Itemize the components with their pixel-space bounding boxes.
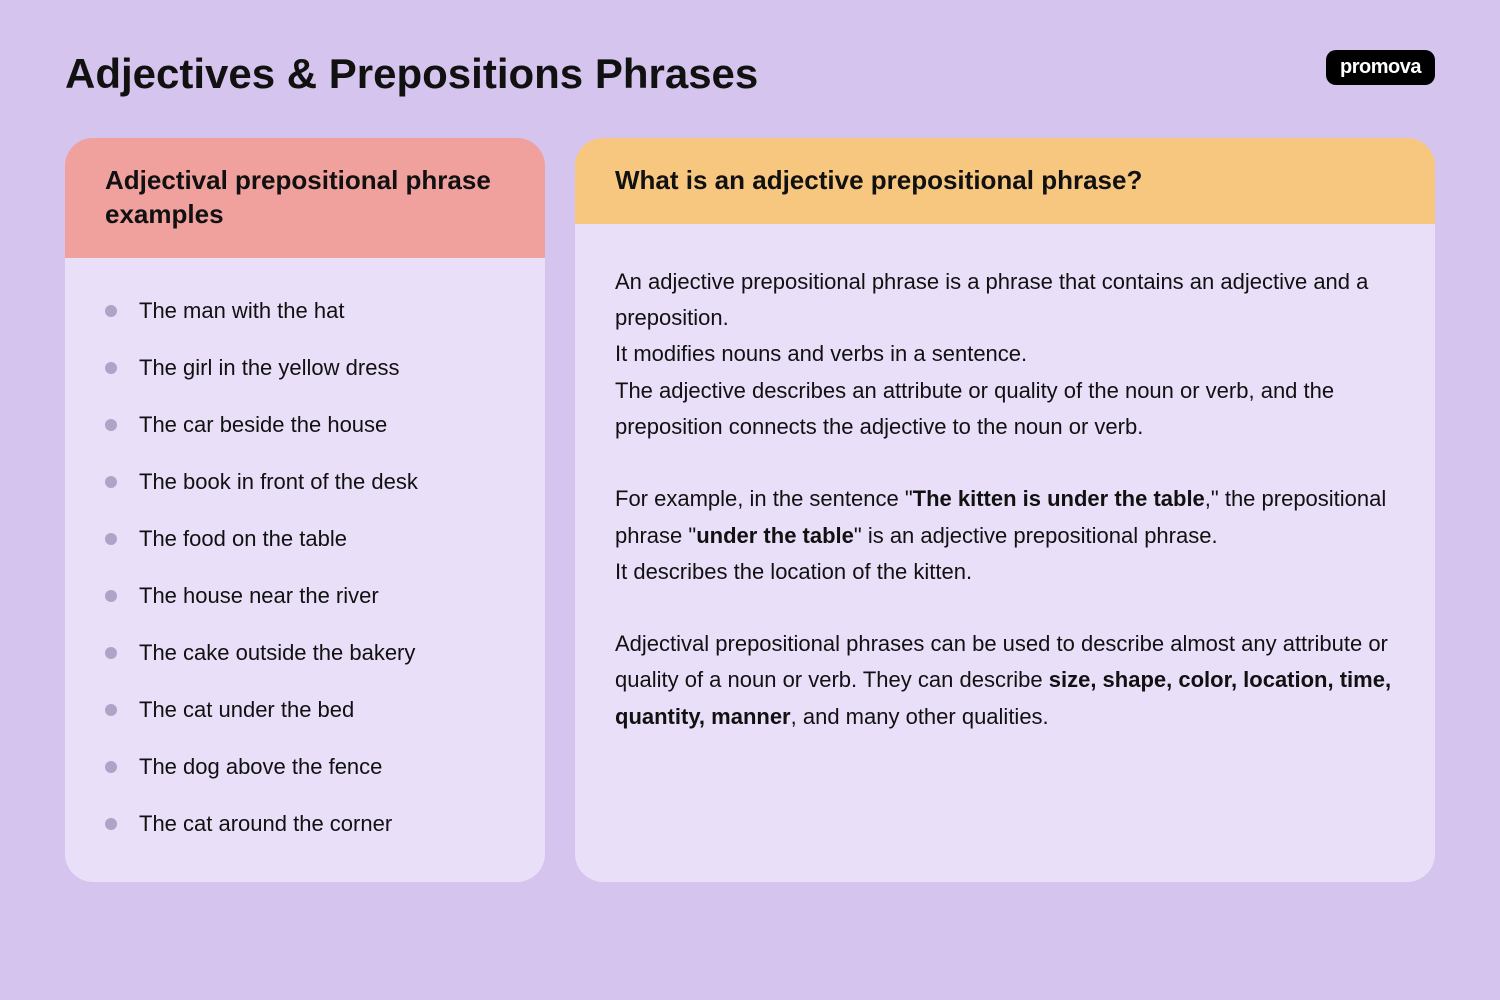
- definition-paragraph-3: Adjectival prepositional phrases can be …: [615, 626, 1395, 735]
- example-text: The cake outside the bakery: [139, 640, 415, 666]
- page-title: Adjectives & Prepositions Phrases: [65, 50, 758, 98]
- brand-logo: promova: [1326, 50, 1435, 85]
- bullet-icon: [105, 305, 117, 317]
- content-row: Adjectival prepositional phrase examples…: [65, 138, 1435, 882]
- list-item: The cat around the corner: [105, 811, 505, 837]
- list-item: The girl in the yellow dress: [105, 355, 505, 381]
- bullet-icon: [105, 362, 117, 374]
- definition-paragraph-2: For example, in the sentence "The kitten…: [615, 481, 1395, 590]
- example-text: The dog above the fence: [139, 754, 382, 780]
- definition-header: What is an adjective prepositional phras…: [575, 138, 1435, 224]
- example-text: The food on the table: [139, 526, 347, 552]
- bullet-icon: [105, 590, 117, 602]
- definition-paragraph-1: An adjective prepositional phrase is a p…: [615, 264, 1395, 445]
- example-text: The cat around the corner: [139, 811, 392, 837]
- list-item: The car beside the house: [105, 412, 505, 438]
- header-row: Adjectives & Prepositions Phrases promov…: [65, 50, 1435, 98]
- definition-column: What is an adjective prepositional phras…: [575, 138, 1435, 882]
- list-item: The cat under the bed: [105, 697, 505, 723]
- example-text: The house near the river: [139, 583, 379, 609]
- bullet-icon: [105, 476, 117, 488]
- bullet-icon: [105, 647, 117, 659]
- list-item: The house near the river: [105, 583, 505, 609]
- examples-list: The man with the hat The girl in the yel…: [105, 298, 505, 837]
- bullet-icon: [105, 419, 117, 431]
- bullet-icon: [105, 818, 117, 830]
- list-item: The food on the table: [105, 526, 505, 552]
- example-text: The girl in the yellow dress: [139, 355, 399, 381]
- examples-column: Adjectival prepositional phrase examples…: [65, 138, 545, 882]
- bullet-icon: [105, 704, 117, 716]
- list-item: The man with the hat: [105, 298, 505, 324]
- example-text: The man with the hat: [139, 298, 344, 324]
- list-item: The cake outside the bakery: [105, 640, 505, 666]
- bullet-icon: [105, 761, 117, 773]
- list-item: The dog above the fence: [105, 754, 505, 780]
- example-text: The car beside the house: [139, 412, 387, 438]
- example-text: The cat under the bed: [139, 697, 354, 723]
- examples-body: The man with the hat The girl in the yel…: [65, 258, 545, 882]
- examples-header: Adjectival prepositional phrase examples: [65, 138, 545, 258]
- list-item: The book in front of the desk: [105, 469, 505, 495]
- bullet-icon: [105, 533, 117, 545]
- example-text: The book in front of the desk: [139, 469, 418, 495]
- definition-body: An adjective prepositional phrase is a p…: [575, 224, 1435, 882]
